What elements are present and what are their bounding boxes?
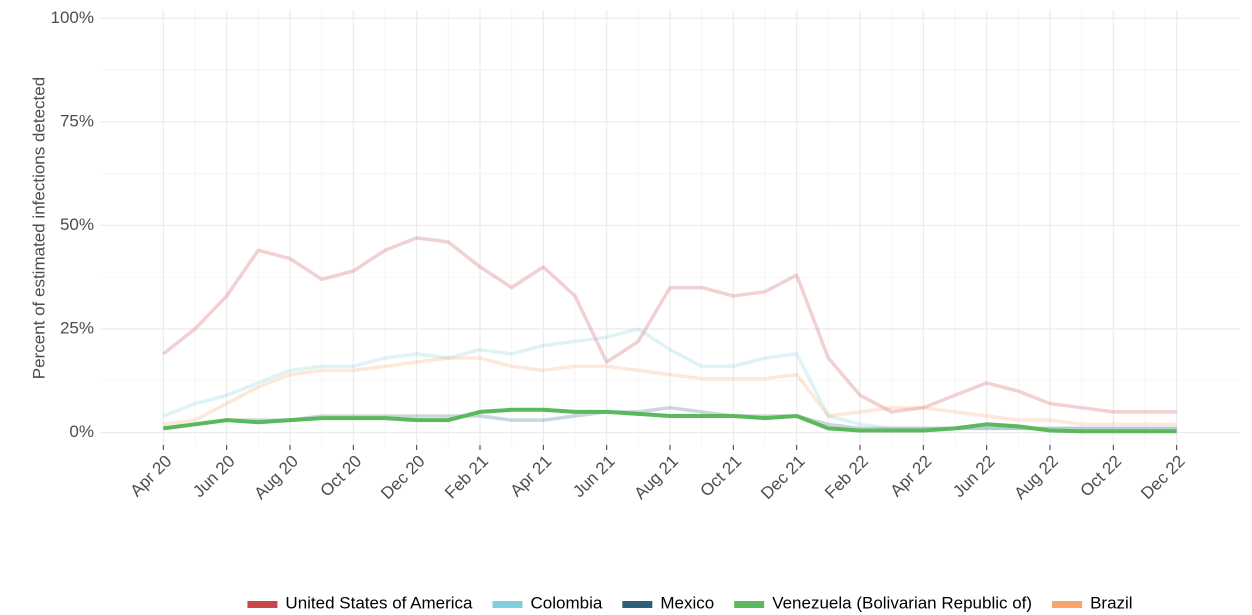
x-tick-label: Dec 20 bbox=[377, 452, 429, 504]
x-tick-label: Apr 21 bbox=[506, 452, 555, 501]
series-line bbox=[162, 327, 1177, 431]
x-tick-label: Aug 20 bbox=[250, 452, 302, 504]
series-line bbox=[163, 407, 1177, 434]
x-tick-label: Jun 22 bbox=[949, 452, 999, 502]
series-line bbox=[162, 236, 1177, 414]
legend: United States of America Colombia Mexico Ve… bbox=[247, 593, 1133, 612]
legend-label: Colombia bbox=[531, 593, 603, 612]
legend-swatch bbox=[1052, 601, 1083, 608]
legend-label: Brazil bbox=[1090, 593, 1133, 612]
series-line bbox=[163, 356, 1177, 427]
legend-label: Mexico bbox=[660, 593, 714, 612]
x-tick-label: Jun 20 bbox=[189, 452, 239, 502]
y-tick-label: 75% bbox=[60, 111, 94, 130]
y-tick-label: 0% bbox=[69, 422, 94, 441]
y-tick-label: 100% bbox=[51, 8, 94, 27]
x-tick-label: Dec 22 bbox=[1137, 452, 1189, 504]
x-tick-label: Apr 22 bbox=[886, 452, 935, 501]
x-tick-label: Apr 20 bbox=[126, 452, 175, 501]
legend-swatch bbox=[492, 601, 523, 608]
x-tick-label: Aug 22 bbox=[1010, 452, 1062, 504]
x-tick-label: Jun 21 bbox=[569, 452, 619, 502]
y-tick-label: 50% bbox=[60, 215, 94, 234]
x-tick-label: Oct 22 bbox=[1076, 452, 1125, 501]
x-tick-label: Oct 21 bbox=[696, 452, 745, 501]
legend-swatch bbox=[247, 601, 278, 608]
x-tick-label: Feb 22 bbox=[821, 452, 872, 503]
legend-label: Venezuela (Bolivarian Republic of) bbox=[772, 593, 1032, 612]
x-tick-label: Feb 21 bbox=[441, 452, 492, 503]
x-tick-label: Oct 20 bbox=[316, 452, 365, 501]
legend-swatch bbox=[622, 601, 653, 608]
y-axis-title: Percent of estimated infections detected bbox=[29, 77, 48, 379]
x-tick-label: Aug 21 bbox=[630, 452, 682, 504]
legend-label: United States of America bbox=[285, 593, 473, 612]
x-tick-label: Dec 21 bbox=[757, 452, 809, 504]
series-line bbox=[163, 405, 1177, 431]
y-tick-label: 25% bbox=[60, 318, 94, 337]
legend-swatch bbox=[734, 601, 765, 608]
